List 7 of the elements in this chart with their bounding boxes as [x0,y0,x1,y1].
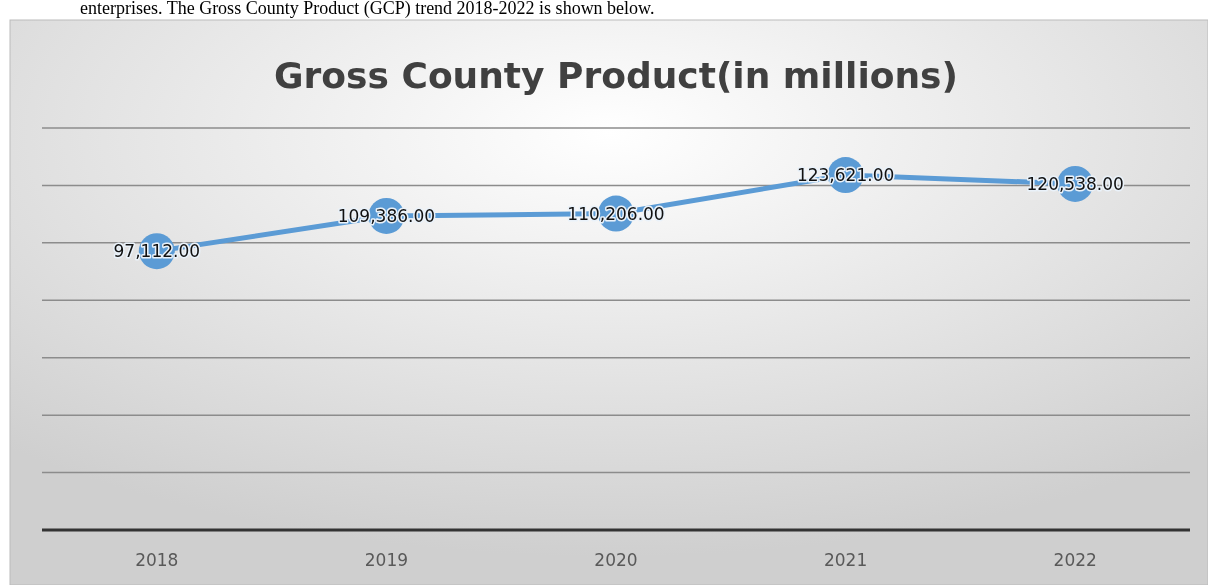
x-tick-label: 2018 [135,550,179,570]
chart-title: Gross County Product(in millions) [274,55,958,96]
x-tick-label: 2020 [594,550,638,570]
text: enterprises. The Gross County Product (GCP) trend 2018-2022 is shown below. [80,0,655,19]
x-tick-label: 2021 [823,550,868,570]
x-tick-label: 2019 [364,550,409,570]
x-tick-label: 2022 [1053,550,1097,570]
